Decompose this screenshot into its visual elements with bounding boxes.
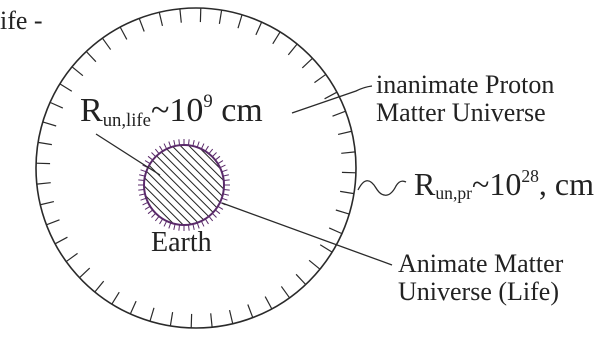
earth-fringe-tick: [168, 141, 172, 148]
outer-tick: [138, 18, 145, 32]
outer-tick: [332, 110, 346, 117]
outer-tick: [85, 51, 97, 63]
outer-tick: [218, 9, 223, 24]
outer-tick: [210, 313, 213, 328]
outer-radius-subscript: un,pr: [435, 183, 472, 204]
outer-tick: [59, 83, 73, 92]
earth-fringe-tick: [163, 220, 168, 227]
inner-radius-symbol: R: [80, 92, 103, 129]
earth-fringe-tick: [196, 222, 200, 229]
outer-tick: [149, 307, 155, 322]
outer-tick: [287, 43, 298, 56]
outer-radius-unit: , cm: [538, 166, 594, 202]
inner-radius-base: 10: [169, 92, 204, 129]
outer-radius-approx: ~: [472, 166, 490, 202]
outer-tick: [228, 309, 234, 324]
outer-tick: [341, 151, 356, 154]
outer-tick: [308, 259, 321, 270]
outer-tick: [101, 37, 112, 50]
earth-label: Earth: [151, 227, 212, 258]
outer-tick: [36, 182, 51, 185]
outer-tick: [37, 141, 52, 146]
proton-universe-label-line1: inanimate Proton: [376, 70, 555, 99]
outer-tick: [169, 312, 174, 327]
outer-tick: [337, 130, 352, 136]
earth-fringe-tick: [140, 197, 147, 201]
outer-tick: [324, 91, 338, 100]
outer-tick: [272, 31, 281, 45]
proton-universe-label: inanimate Proton Matter Universe: [376, 70, 555, 128]
outer-tick: [335, 209, 350, 215]
outer-tick: [340, 190, 355, 195]
earth-fringe-tick: [168, 222, 172, 229]
outer-tick: [264, 296, 273, 310]
outer-tick: [301, 57, 313, 69]
earth-fringe-tick: [221, 169, 228, 173]
earth-fringe-tick: [178, 224, 181, 231]
outer-radius-wavy-pointer: [357, 180, 407, 196]
earth-fringe-tick: [223, 188, 230, 191]
truncated-title-fragment: ife -: [0, 6, 43, 35]
inner-radius-label: Run,life~109 cm: [80, 90, 263, 131]
outer-tick: [49, 101, 64, 109]
earth-fringe-tick: [223, 179, 230, 182]
animate-universe-label-line2: Universe (Life): [398, 277, 559, 307]
earth-fringe-tick: [187, 224, 190, 231]
outer-radius-exponent: 28: [521, 165, 539, 186]
outer-tick: [314, 73, 327, 84]
earth-fringe-tick: [221, 197, 228, 201]
outer-tick: [119, 26, 128, 40]
outer-tick: [111, 291, 120, 305]
earth-fringe-tick: [178, 139, 181, 146]
earth-fringe-tick: [138, 179, 145, 182]
earth-fringe-tick: [200, 220, 205, 227]
outer-tick: [280, 286, 291, 299]
inner-radius-approx: ~: [150, 92, 170, 129]
outer-tick: [54, 236, 68, 245]
outer-universe-circle: [35, 7, 357, 329]
proton-universe-pointer-line: [291, 85, 373, 114]
outer-tick: [79, 267, 91, 279]
earth-fringe-tick: [196, 141, 200, 148]
outer-tick: [295, 273, 307, 285]
outer-tick: [247, 304, 254, 318]
earth-fringe-tick: [219, 164, 226, 169]
earth-fringe-tick: [200, 143, 205, 150]
earth-hatched-disk: [143, 144, 225, 226]
outer-tick: [319, 244, 333, 253]
animate-universe-pointer-line: [221, 202, 393, 266]
outer-tick: [46, 219, 60, 226]
earth-fringe-tick: [187, 139, 190, 146]
outer-radius-base: 10: [489, 166, 522, 202]
inner-radius-pointer-line: [95, 133, 161, 176]
outer-tick: [328, 227, 343, 235]
outer-tick: [179, 8, 182, 23]
outer-tick: [94, 280, 105, 293]
earth-fringe-tick: [142, 201, 149, 206]
earth-fringe-tick: [163, 143, 168, 150]
outer-circle-ticks: [36, 8, 356, 328]
outer-tick: [129, 300, 137, 315]
outer-tick: [65, 252, 78, 263]
outer-tick: [237, 14, 243, 29]
outer-tick: [71, 66, 84, 77]
inner-radius-exponent: 9: [203, 90, 213, 112]
outer-radius-symbol: R: [414, 166, 436, 202]
outer-tick: [40, 200, 55, 206]
outer-tick: [255, 21, 263, 36]
outer-tick: [158, 12, 164, 27]
animate-universe-label-line1: Animate Matter: [398, 249, 564, 278]
outer-radius-label: Run,pr~1028, cm: [414, 165, 594, 204]
inner-radius-subscript: un,life: [102, 109, 151, 131]
inner-radius-unit: cm: [212, 92, 263, 129]
animate-universe-label: Animate Matter Universe (Life): [398, 249, 564, 307]
outer-tick: [42, 121, 57, 127]
proton-universe-label-line2: Matter Universe: [376, 98, 546, 128]
earth-fringe-tick: [140, 169, 147, 173]
earth-fringe-tick: [138, 188, 145, 191]
